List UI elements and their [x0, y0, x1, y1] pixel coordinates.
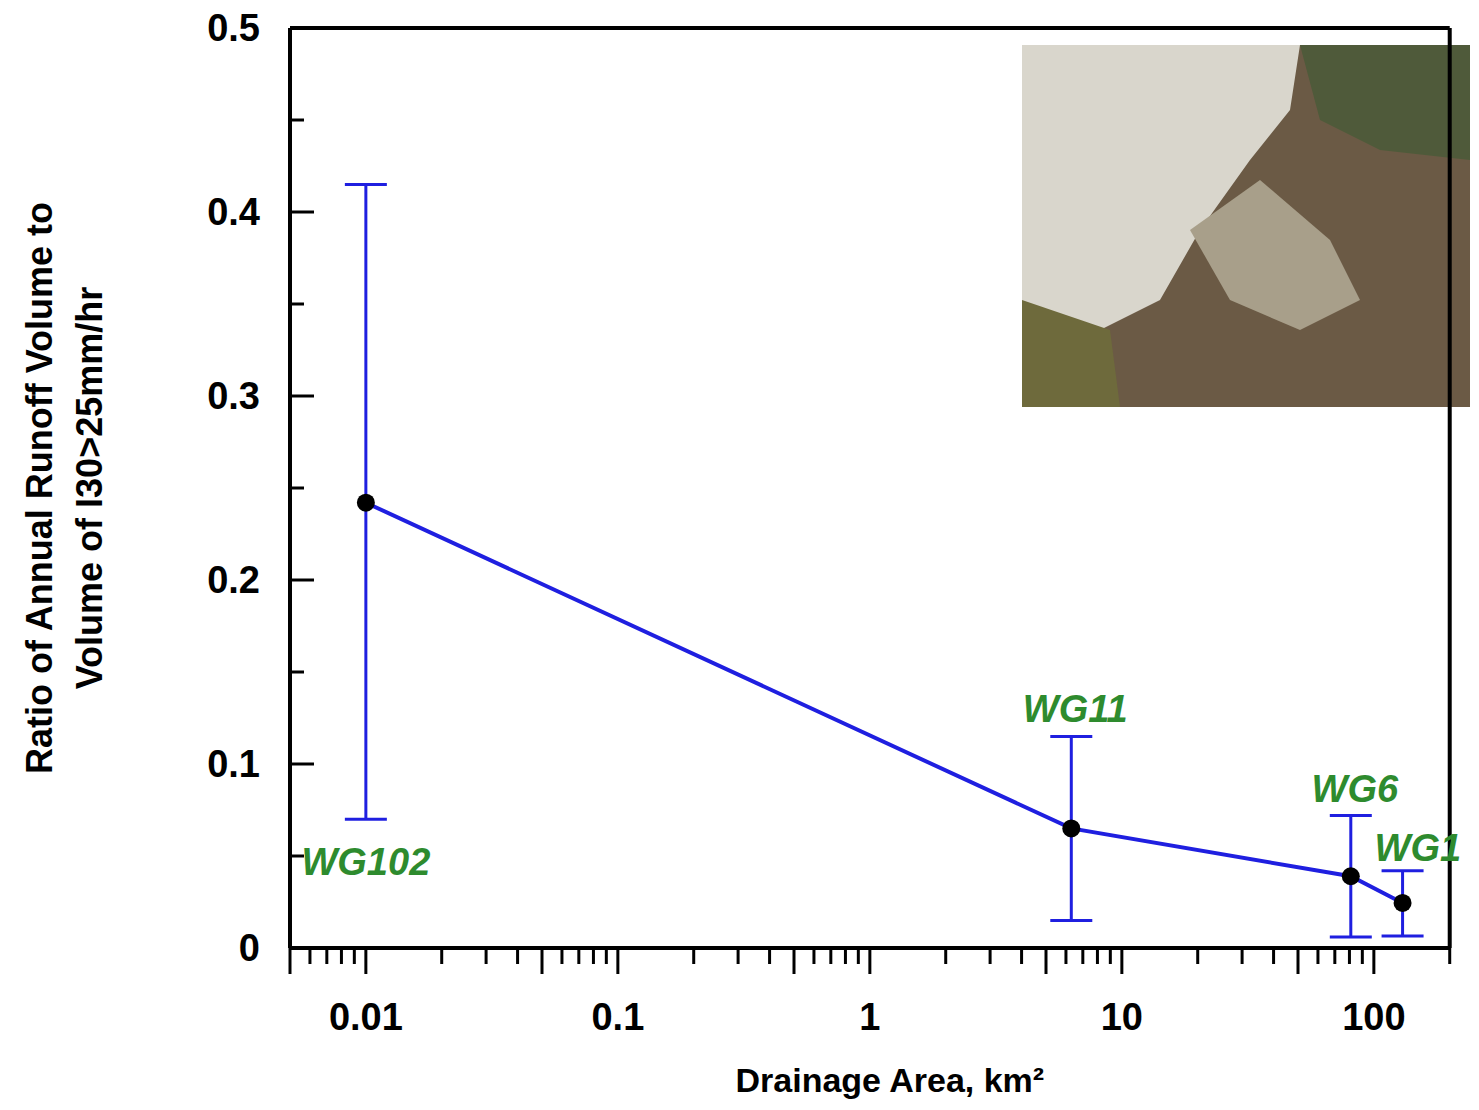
error-cap [345, 183, 387, 186]
y-tick-label: 0.3 [207, 375, 260, 417]
x-tick-label: 10 [1101, 996, 1143, 1038]
x-minor-tick [1333, 948, 1336, 964]
x-minor-tick [768, 948, 771, 964]
x-minor-tick [829, 948, 832, 964]
x-minor-tick [592, 948, 595, 964]
x-tick-label: 0.1 [591, 996, 644, 1038]
x-tick [364, 948, 367, 974]
x-tick [616, 948, 619, 974]
error-cap [1330, 935, 1372, 938]
x-minor-tick [577, 948, 580, 964]
x-tick-label: 1 [859, 996, 880, 1038]
x-minor-tick [289, 948, 292, 974]
y-tick [290, 763, 314, 766]
x-axis-title: Drainage Area, km² [736, 1061, 1045, 1099]
x-minor-tick [793, 948, 796, 974]
x-minor-tick [1096, 948, 1099, 964]
error-bar [1330, 816, 1372, 937]
y-tick-label: 0 [239, 927, 260, 969]
x-minor-tick [812, 948, 815, 964]
x-minor-tick [1272, 948, 1275, 964]
x-minor-tick [1448, 948, 1451, 964]
x-minor-tick [1020, 948, 1023, 964]
y-axis-title: Volume of I30>25mm/hr [69, 287, 110, 689]
x-tick-label: 100 [1342, 996, 1405, 1038]
y-tick-label: 0.4 [207, 191, 260, 233]
point-label: WG102 [301, 841, 430, 883]
photo-shrub [1190, 180, 1360, 330]
x-minor-tick [1316, 948, 1319, 964]
x-minor-tick [692, 948, 695, 964]
error-cap [345, 818, 387, 821]
x-minor-tick [989, 948, 992, 964]
y-minor-tick [290, 671, 304, 674]
x-minor-tick [844, 948, 847, 964]
x-minor-tick [353, 948, 356, 964]
x-minor-tick [1109, 948, 1112, 964]
error-cap [1050, 919, 1092, 922]
data-point [1062, 819, 1080, 837]
y-tick [290, 395, 314, 398]
point-label: WG1 [1375, 827, 1462, 869]
x-minor-tick [944, 948, 947, 964]
y-tick [290, 211, 314, 214]
series-line [366, 503, 1403, 903]
photo-vegetation [1300, 45, 1470, 160]
x-tick [1120, 948, 1123, 974]
y-minor-tick [290, 303, 304, 306]
x-minor-tick [340, 948, 343, 964]
x-tick [1372, 948, 1375, 974]
x-minor-tick [1081, 948, 1084, 964]
x-minor-tick [308, 948, 311, 964]
photo-vegetation [1022, 300, 1120, 407]
x-minor-tick [1348, 948, 1351, 964]
plot-area [345, 184, 1424, 937]
x-minor-tick [1045, 948, 1048, 974]
photo-ground [1022, 45, 1470, 407]
error-cap [1382, 869, 1424, 872]
error-cap [1050, 735, 1092, 738]
error-bar [345, 184, 387, 819]
x-tick-label: 0.01 [329, 996, 403, 1038]
error-cap [1330, 814, 1372, 817]
data-point [357, 494, 375, 512]
frame-right [1448, 28, 1452, 948]
error-cap [1382, 935, 1424, 938]
x-minor-tick [541, 948, 544, 974]
x-tick [868, 948, 871, 974]
y-tick [290, 579, 314, 582]
x-minor-tick [857, 948, 860, 964]
data-point [1394, 894, 1412, 912]
point-label: WG6 [1312, 768, 1399, 810]
x-minor-tick [325, 948, 328, 964]
y-minor-tick [290, 487, 304, 490]
x-minor-tick [1297, 948, 1300, 974]
y-axis-title: Ratio of Annual Runoff Volume to [19, 202, 60, 774]
x-minor-tick [516, 948, 519, 964]
point-label: WG11 [1023, 688, 1128, 730]
x-minor-tick [560, 948, 563, 964]
y-tick-label: 0.5 [207, 7, 260, 49]
x-minor-tick [605, 948, 608, 964]
x-minor-tick [737, 948, 740, 964]
x-minor-tick [440, 948, 443, 964]
error-bar [1050, 736, 1092, 920]
x-minor-tick [1361, 948, 1364, 964]
x-minor-tick [1241, 948, 1244, 964]
chart: 0 0.1 0.2 0.3 0.4 0.5 0.01 0.1 1 10 100 Drainage Ar… [0, 0, 1479, 1110]
x-minor-tick [1064, 948, 1067, 964]
error-bar [1382, 871, 1424, 936]
frame-top [290, 26, 1450, 30]
x-minor-tick [1196, 948, 1199, 964]
inset-photo [1022, 45, 1470, 407]
y-tick-label: 0.1 [207, 743, 260, 785]
y-minor-tick [290, 119, 304, 122]
x-minor-tick [485, 948, 488, 964]
data-point [1342, 867, 1360, 885]
y-tick-label: 0.2 [207, 559, 260, 601]
y-tick [290, 27, 314, 30]
